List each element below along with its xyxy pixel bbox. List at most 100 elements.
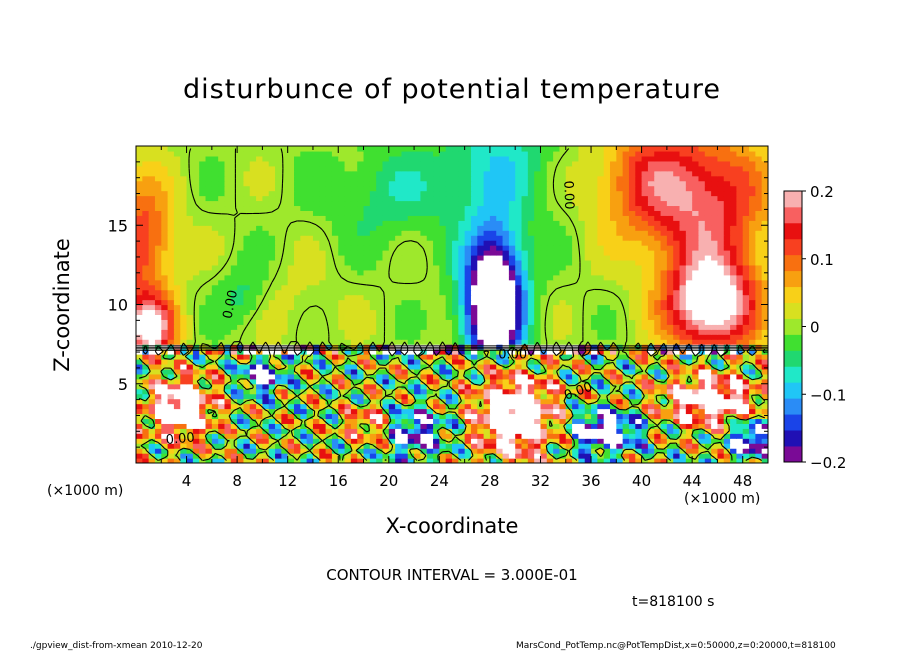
heatmap-cell — [647, 378, 655, 385]
heatmap-cell — [262, 245, 270, 251]
heatmap-cell — [401, 458, 409, 463]
heatmap-cell — [350, 329, 358, 335]
heatmap-cell — [344, 259, 352, 266]
heatmap-cell — [508, 398, 516, 405]
heatmap-cell — [572, 349, 579, 355]
heatmap-cell — [591, 373, 598, 380]
heatmap-cell — [243, 314, 251, 320]
heatmap-cell — [395, 349, 403, 355]
heatmap-cell — [515, 398, 523, 405]
heatmap-cell — [161, 294, 169, 301]
heatmap-cell — [540, 294, 548, 301]
heatmap-cell — [262, 284, 270, 291]
heatmap-cell — [167, 349, 175, 355]
heatmap-cell — [553, 453, 561, 459]
heatmap-cell — [470, 314, 478, 320]
heatmap-cell — [306, 418, 314, 424]
heatmap-cell — [742, 289, 750, 296]
heatmap-cell — [654, 363, 662, 370]
heatmap-cell — [679, 279, 687, 286]
heatmap-cell — [407, 269, 415, 276]
heatmap-cell — [616, 373, 624, 380]
heatmap-cell — [591, 324, 598, 330]
heatmap-cell — [565, 294, 573, 301]
heatmap-cell — [243, 264, 251, 271]
heatmap-cell — [742, 378, 750, 385]
heatmap-cell — [167, 279, 175, 286]
heatmap-cell — [559, 269, 567, 276]
heatmap-cell — [401, 250, 409, 256]
heatmap-cell — [344, 373, 352, 380]
heatmap-cell — [275, 373, 282, 380]
heatmap-cell — [679, 443, 687, 449]
heatmap-cell — [578, 413, 586, 420]
heatmap-cell — [256, 215, 263, 221]
heatmap-cell — [742, 250, 750, 256]
heatmap-cell — [325, 368, 333, 375]
heatmap-cell — [660, 438, 668, 444]
heatmap-cell — [186, 383, 194, 390]
heatmap-cell — [186, 358, 194, 365]
heatmap-cell — [647, 334, 655, 340]
heatmap-cell — [464, 264, 472, 271]
heatmap-cell — [692, 284, 700, 291]
heatmap-cell — [477, 264, 485, 271]
heatmap-cell — [426, 225, 434, 231]
heatmap-cell — [300, 354, 308, 360]
heatmap-cell — [761, 443, 768, 449]
heatmap-cell — [237, 215, 245, 221]
heatmap-cell — [692, 428, 700, 434]
heatmap-cell — [610, 284, 617, 291]
heatmap-cell — [439, 245, 447, 251]
heatmap-cell — [610, 354, 617, 360]
heatmap-cell — [350, 230, 358, 236]
heatmap-cell — [591, 354, 598, 360]
heatmap-cell — [395, 388, 403, 395]
heatmap-cell — [508, 383, 516, 390]
heatmap-cell — [167, 220, 175, 226]
heatmap-cell — [704, 245, 712, 251]
heatmap-cell — [211, 284, 219, 291]
heatmap-cell — [319, 363, 327, 370]
heatmap-cell — [294, 240, 301, 246]
heatmap-cell — [647, 294, 655, 301]
heatmap-cell — [610, 378, 617, 385]
heatmap-cell — [521, 220, 529, 226]
heatmap-cell — [445, 220, 453, 226]
heatmap-cell — [306, 398, 314, 405]
heatmap-cell — [426, 284, 434, 291]
heatmap-cell — [742, 418, 750, 424]
heatmap-cell — [622, 453, 630, 459]
heatmap-cell — [224, 358, 232, 365]
heatmap-cell — [679, 373, 687, 380]
heatmap-cell — [186, 254, 194, 261]
heatmap-cell — [711, 299, 719, 306]
heatmap-cell — [357, 250, 365, 256]
heatmap-cell — [654, 230, 662, 236]
heatmap-cell — [420, 245, 428, 251]
heatmap-cell — [527, 373, 535, 380]
heatmap-cell — [565, 220, 573, 226]
heatmap-cell — [167, 388, 175, 395]
heatmap-cell — [173, 314, 181, 320]
heatmap-cell — [496, 398, 504, 405]
heatmap-cell — [142, 319, 150, 325]
heatmap-cell — [464, 304, 472, 311]
heatmap-cell — [717, 259, 725, 266]
heatmap-cell — [508, 264, 516, 271]
heatmap-cell — [281, 250, 289, 256]
heatmap-cell — [521, 368, 529, 375]
heatmap-cell — [433, 433, 440, 439]
heatmap-cell — [654, 269, 662, 276]
heatmap-cell — [749, 339, 756, 345]
heatmap-cell — [382, 269, 390, 276]
heatmap-cell — [591, 269, 598, 276]
heatmap-cell — [205, 220, 213, 226]
heatmap-cell — [357, 279, 365, 286]
heatmap-cell — [483, 398, 491, 405]
heatmap-cell — [559, 259, 567, 266]
heatmap-cell — [230, 354, 238, 360]
heatmap-cell — [142, 448, 150, 454]
heatmap-cell — [376, 329, 384, 335]
heatmap-cell — [666, 413, 674, 420]
